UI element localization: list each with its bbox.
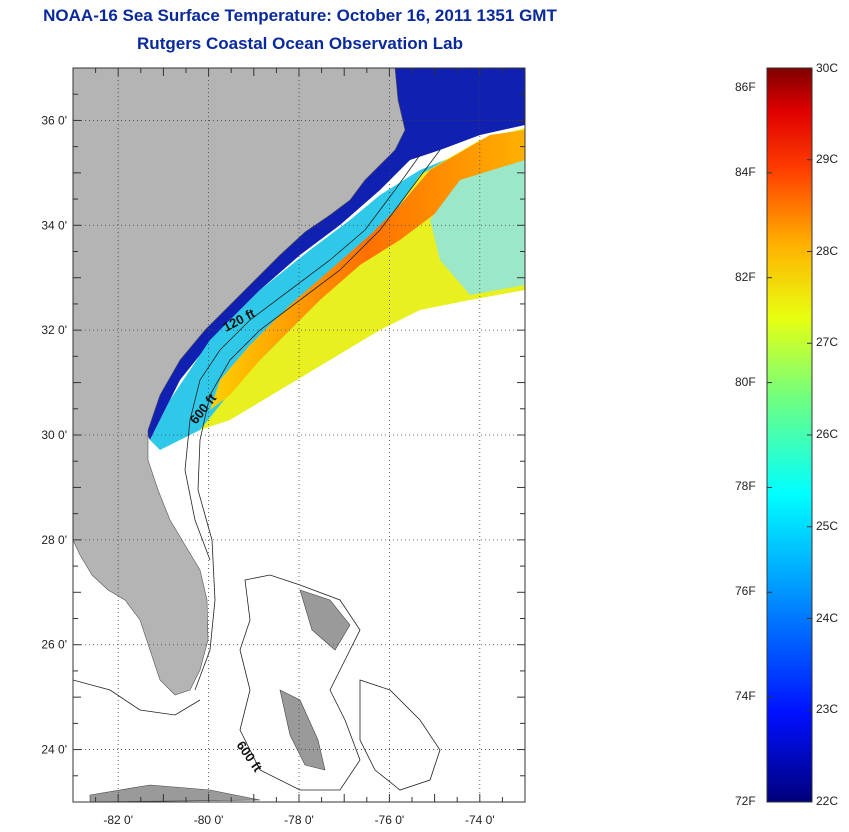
offshore-water — [430, 160, 525, 295]
lon-tick-label: -78 0' — [284, 813, 314, 827]
lon-tick-label: -80 0' — [194, 813, 224, 827]
lat-tick-label: 26 0' — [41, 638, 67, 652]
lat-tick-label: 24 0' — [41, 743, 67, 757]
contour-600ft-bahamas — [359, 679, 441, 791]
land-us-southeast — [73, 68, 406, 696]
bahamas-islands — [299, 589, 351, 651]
colorbar — [766, 67, 813, 803]
colorbar-celsius-label: 24C — [816, 610, 839, 625]
lat-tick-label: 28 0' — [41, 533, 67, 547]
cold-water-north — [140, 68, 525, 440]
colorbar-fahrenheit-label: 84F — [735, 164, 756, 179]
colorbar-fahrenheit-label: 72F — [735, 794, 756, 808]
axis-tick-labels: 36 0' 34 0' 32 0' 30 0' 28 0' 26 0' 24 0' -82 0… — [41, 113, 494, 827]
colorbar-fahrenheit-label: 86F — [735, 80, 756, 94]
colorbar-fahrenheit-label: 80F — [735, 374, 756, 389]
bahamas-islands — [89, 784, 261, 802]
contour-600ft — [194, 149, 441, 691]
colorbar-celsius-label: 27C — [816, 335, 839, 350]
colorbar-fahrenheit-label: 78F — [735, 479, 756, 494]
contour-600ft-florida-keys — [73, 679, 201, 716]
colorbar-celsius-label: 23C — [816, 702, 839, 717]
map-title: NOAA-16 Sea Surface Temperature: October… — [43, 6, 557, 25]
colorbar-fahrenheit-label: 74F — [735, 689, 756, 704]
colorbar-celsius-label: 30C — [816, 61, 839, 75]
lat-tick-label: 36 0' — [41, 113, 67, 127]
lon-tick-label: -82 0' — [103, 813, 133, 827]
lon-tick-label: -76 0' — [375, 813, 405, 827]
colorbar-celsius-label: 26C — [816, 427, 839, 441]
map-subtitle: Rutgers Coastal Ocean Observation Lab — [137, 34, 463, 53]
bahamas-islands — [279, 689, 326, 771]
colorbar-celsius-label: 28C — [816, 243, 839, 258]
lat-tick-label: 34 0' — [41, 218, 67, 232]
lat-tick-label: 30 0' — [41, 428, 67, 442]
colorbar-ticks — [767, 67, 812, 803]
graticule — [72, 67, 526, 803]
colorbar-celsius-label: 22C — [816, 794, 839, 808]
colorbar-fahrenheit-label: 82F — [735, 269, 756, 284]
colorbar-fahrenheit-label: 76F — [735, 584, 756, 599]
lat-tick-label: 32 0' — [41, 323, 67, 337]
contour-120ft — [184, 154, 421, 561]
colorbar-celsius-label: 25C — [816, 518, 839, 533]
colorbar-celsius-label: 29C — [816, 151, 839, 166]
lon-tick-label: -74 0' — [465, 813, 495, 827]
contour-600ft-bahamas — [239, 574, 361, 791]
